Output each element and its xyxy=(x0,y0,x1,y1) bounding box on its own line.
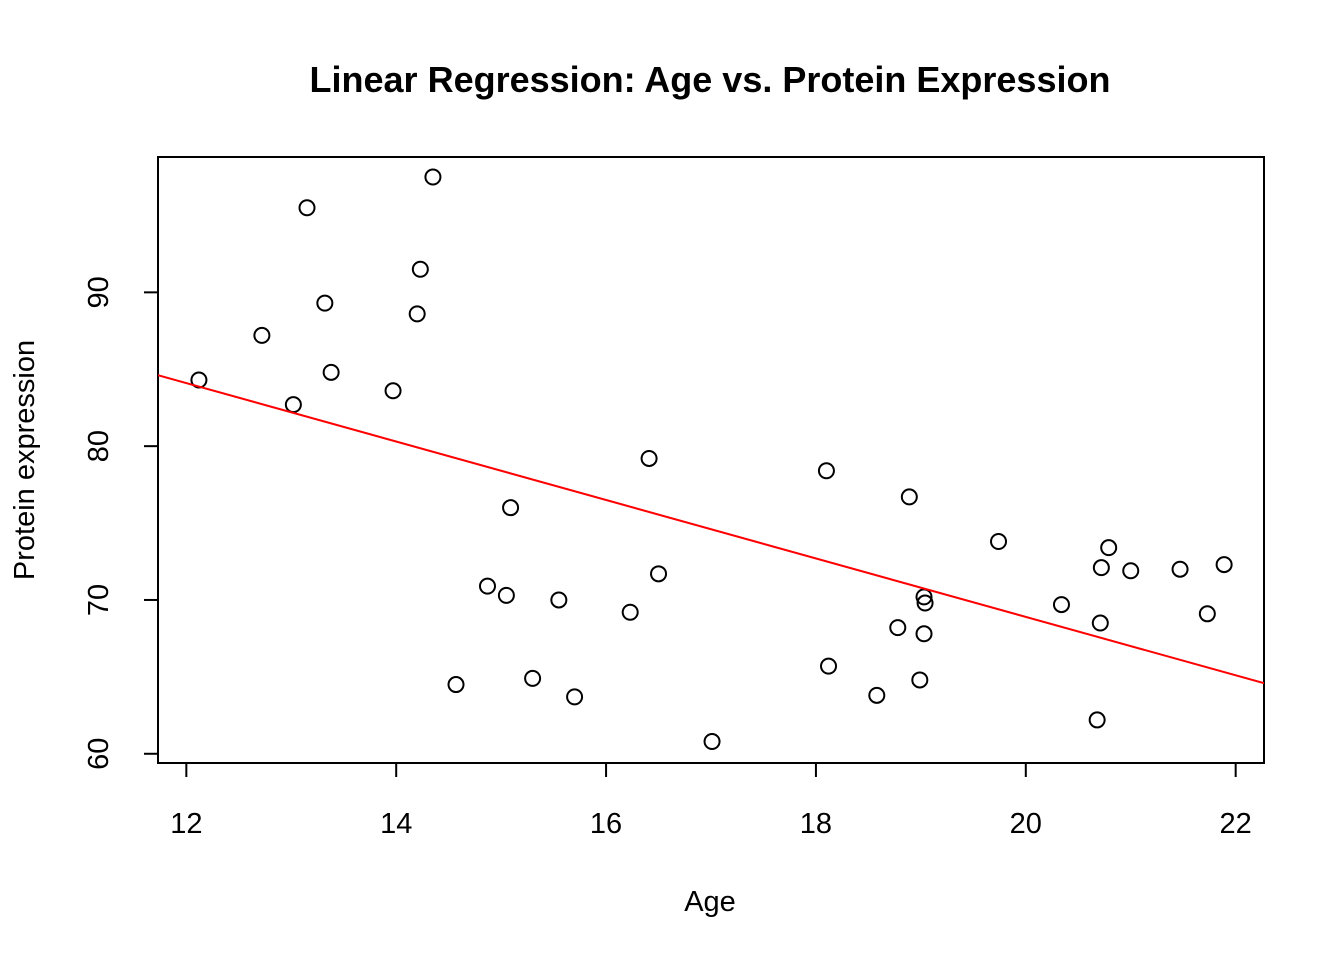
data-point xyxy=(284,396,302,414)
data-point xyxy=(253,326,271,344)
data-point xyxy=(1215,556,1233,574)
x-axis-label: Age xyxy=(684,886,736,918)
y-tick-label: 70 xyxy=(83,584,115,616)
data-point xyxy=(817,462,835,480)
data-point xyxy=(524,669,542,687)
regression-line-group xyxy=(158,374,1264,685)
data-point xyxy=(322,363,340,381)
data-point xyxy=(1091,614,1109,632)
data-point xyxy=(990,533,1008,551)
x-tick-label: 12 xyxy=(170,808,202,840)
y-axis-label: Protein expression xyxy=(9,340,41,580)
data-point xyxy=(621,603,639,621)
y-tick-label: 90 xyxy=(83,276,115,308)
data-point xyxy=(550,591,568,609)
data-point xyxy=(703,732,721,750)
data-point xyxy=(411,260,429,278)
data-point xyxy=(316,294,334,312)
y-tick-label: 80 xyxy=(83,430,115,462)
data-point xyxy=(820,657,838,675)
data-point xyxy=(502,499,520,517)
x-tick-label: 20 xyxy=(1010,808,1042,840)
data-point xyxy=(1122,562,1140,580)
x-tick-label: 18 xyxy=(800,808,832,840)
data-point xyxy=(1171,560,1189,578)
data-point xyxy=(447,676,465,694)
data-point xyxy=(889,619,907,637)
data-point xyxy=(1052,596,1070,614)
data-point xyxy=(566,688,584,706)
x-tick-label: 16 xyxy=(590,808,622,840)
data-point xyxy=(1198,605,1216,623)
chart-title: Linear Regression: Age vs. Protein Expre… xyxy=(310,59,1111,100)
data-point xyxy=(384,382,402,400)
regression-line xyxy=(158,374,1264,685)
data-point xyxy=(424,168,442,186)
x-axis: 12 14 16 18 20 22 xyxy=(170,762,1252,840)
x-tick-label: 22 xyxy=(1220,808,1252,840)
data-point xyxy=(650,565,668,583)
data-point xyxy=(900,488,918,506)
data-point xyxy=(868,686,886,704)
data-points xyxy=(190,168,1233,750)
data-point xyxy=(497,586,515,604)
data-point xyxy=(640,449,658,467)
data-point xyxy=(478,577,496,595)
data-point xyxy=(1100,539,1118,557)
data-point xyxy=(916,594,934,612)
data-point xyxy=(911,671,929,689)
data-point xyxy=(1088,711,1106,729)
data-point xyxy=(408,305,426,323)
data-point xyxy=(915,625,933,643)
y-axis: 60 70 80 90 xyxy=(83,276,159,770)
x-tick-label: 14 xyxy=(380,808,412,840)
y-tick-label: 60 xyxy=(83,738,115,770)
plot-frame xyxy=(157,156,1265,764)
data-point xyxy=(298,199,316,217)
data-point xyxy=(1092,559,1110,577)
